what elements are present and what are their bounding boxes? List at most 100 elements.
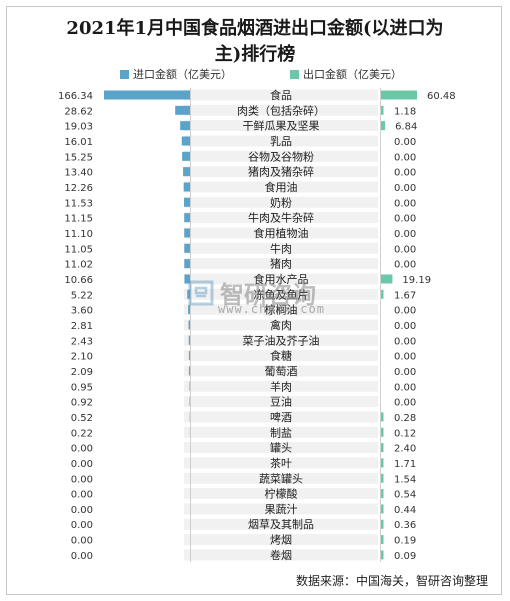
- export-bar: [381, 550, 384, 560]
- import-bar: [182, 151, 190, 161]
- export-value-label: 0.00: [394, 352, 416, 363]
- category-label: 猪肉: [270, 258, 292, 271]
- legend-swatch-import: [120, 70, 129, 79]
- category-label: 食用水产品: [254, 272, 309, 286]
- import-value-label: 2.09: [71, 367, 93, 378]
- category-label: 谷物及谷物粉: [248, 149, 314, 163]
- import-value-label: 11.05: [64, 244, 93, 255]
- category-label: 果蔬汁: [265, 503, 298, 516]
- import-value-label: 0.92: [71, 398, 93, 409]
- category-label-bg: [184, 457, 378, 469]
- export-value-label: 0.00: [394, 367, 416, 378]
- import-bar: [184, 228, 190, 238]
- legend: 进口金额（亿美元） 出口金额（亿美元）: [0, 66, 510, 82]
- import-value-label: 0.95: [71, 382, 93, 393]
- export-value-label: 0.54: [394, 490, 416, 501]
- export-value-label: 1.71: [394, 459, 416, 470]
- import-bar: [188, 320, 190, 330]
- import-value-label: 11.53: [64, 198, 93, 209]
- import-value-label: 0.52: [71, 413, 93, 424]
- export-bar: [381, 90, 417, 100]
- export-value-label: 1.67: [394, 290, 416, 301]
- import-bar: [188, 305, 190, 315]
- category-label-bg: [184, 365, 378, 377]
- category-label: 干鲜瓜果及坚果: [243, 119, 320, 133]
- category-label-bg: [184, 135, 378, 147]
- import-value-label: 0.00: [71, 459, 93, 470]
- export-bar: [381, 289, 384, 299]
- export-value-label: 0.00: [394, 336, 416, 347]
- import-bar: [183, 182, 190, 192]
- import-value-label: 11.15: [64, 214, 93, 225]
- category-label-bg: [184, 258, 378, 270]
- import-bar: [188, 366, 190, 376]
- category-label: 羊肉: [270, 379, 292, 393]
- export-bar: [381, 274, 393, 284]
- chart-title-line1: 2021年1月中国食品烟酒进出口金额(以进口为: [66, 18, 444, 39]
- import-bar: [184, 197, 190, 207]
- import-bar: [180, 121, 190, 131]
- category-label-bg: [184, 518, 378, 530]
- import-value-label: 0.00: [71, 490, 93, 501]
- export-bar: [381, 519, 384, 529]
- export-value-label: 6.84: [395, 122, 417, 133]
- import-value-label: 11.10: [64, 229, 93, 240]
- source-note: 数据来源：中国海关，智研咨询整理: [295, 574, 488, 588]
- category-label-bg: [184, 503, 378, 515]
- import-bar: [188, 335, 190, 345]
- export-value-label: 0.09: [394, 551, 416, 562]
- category-label: 茶叶: [270, 457, 292, 470]
- export-value-label: 0.00: [394, 260, 416, 271]
- export-value-label: 0.19: [394, 536, 416, 547]
- category-label: 蔬菜罐头: [259, 472, 303, 485]
- import-value-label: 2.10: [71, 352, 93, 363]
- export-value-label: 1.18: [394, 106, 416, 117]
- category-label-bg: [184, 196, 378, 208]
- export-bar: [381, 412, 384, 422]
- category-label-bg: [184, 350, 378, 362]
- category-label: 烤烟: [270, 533, 292, 547]
- export-bar: [381, 535, 384, 545]
- import-value-label: 0.22: [71, 428, 93, 439]
- category-label: 牛肉: [270, 241, 292, 255]
- category-label-bg: [184, 534, 378, 546]
- export-value-label: 0.00: [394, 306, 416, 317]
- import-value-label: 12.26: [64, 183, 93, 194]
- export-bar: [381, 121, 386, 131]
- category-label-bg: [184, 150, 378, 162]
- category-label-bg: [184, 549, 378, 561]
- export-value-label: 0.00: [394, 244, 416, 255]
- import-bar: [175, 105, 190, 115]
- category-label: 罐头: [270, 442, 292, 455]
- watermark-url: www.chyxx.com: [218, 302, 325, 316]
- import-bar: [184, 259, 190, 269]
- export-value-label: 0.00: [394, 152, 416, 163]
- export-bar: [381, 473, 384, 483]
- legend-label-export: 出口金额（亿美元）: [303, 68, 402, 81]
- category-label: 食糖: [270, 349, 292, 363]
- export-value-label: 0.00: [394, 214, 416, 225]
- export-value-label: 0.00: [394, 198, 416, 209]
- export-value-label: 0.00: [394, 398, 416, 409]
- category-label: 食品: [270, 88, 292, 102]
- category-label-bg: [184, 166, 378, 178]
- import-value-label: 0.00: [71, 536, 93, 547]
- category-label: 食用植物油: [254, 226, 309, 240]
- category-label-bg: [184, 212, 378, 224]
- category-label-bg: [184, 273, 378, 285]
- category-label-bg: [184, 488, 378, 500]
- export-value-label: 60.48: [427, 91, 456, 102]
- export-value-label: 0.12: [394, 428, 416, 439]
- category-label: 禽肉: [270, 318, 292, 332]
- category-label-bg: [184, 442, 378, 454]
- category-label-bg: [184, 288, 378, 300]
- import-value-label: 3.60: [71, 306, 93, 317]
- import-bar: [187, 289, 190, 299]
- export-value-label: 2.40: [394, 444, 416, 455]
- import-bar: [104, 90, 190, 100]
- chart-title-line2: 主)排行榜: [214, 44, 296, 65]
- export-bar: [381, 427, 384, 437]
- import-bar: [184, 243, 190, 253]
- legend-item-import: 进口金额（亿美元）: [120, 66, 232, 82]
- export-value-label: 0.00: [394, 168, 416, 179]
